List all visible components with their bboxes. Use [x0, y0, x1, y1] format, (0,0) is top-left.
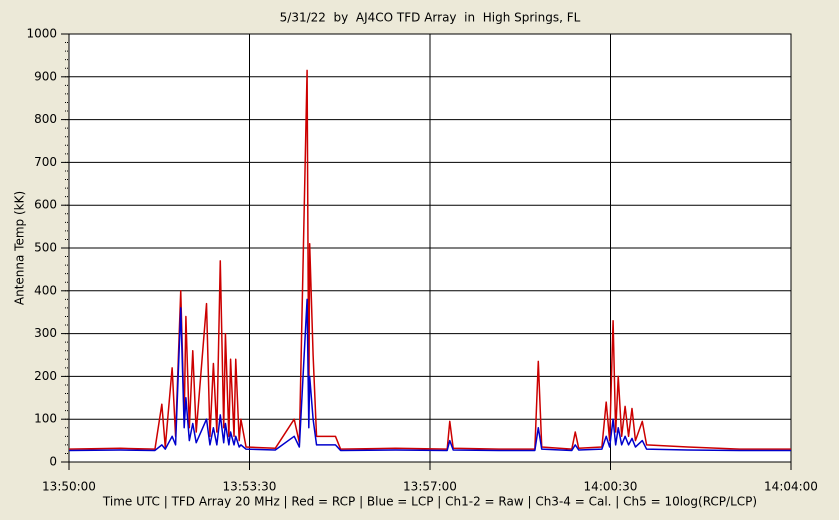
y-tick-label: 200 [34, 369, 57, 383]
y-tick-label: 900 [34, 69, 57, 83]
chart-title: 5/31/22 by AJ4CO TFD Array in High Sprin… [280, 11, 581, 25]
y-tick-label: 300 [34, 326, 57, 340]
y-tick-label: 500 [34, 241, 57, 255]
y-tick-label: 800 [34, 112, 57, 126]
x-tick-label: 14:04:00 [764, 480, 818, 494]
y-tick-label: 700 [34, 155, 57, 169]
series-line [68, 298, 791, 452]
y-tick-label: 0 [49, 455, 57, 469]
x-tick-label: 13:50:00 [42, 480, 96, 494]
y-tick-label: 1000 [26, 27, 57, 41]
x-tick-label: 13:53:30 [223, 480, 277, 494]
x-axis-label: Time UTC | TFD Array 20 MHz | Red = RCP … [102, 495, 757, 509]
y-tick-label: 400 [34, 283, 57, 297]
y-tick-label: 100 [34, 412, 57, 426]
x-tick-label: 14:00:30 [584, 480, 638, 494]
x-tick-label: 13:57:00 [403, 480, 457, 494]
y-tick-label: 600 [34, 198, 57, 212]
series-line [68, 69, 791, 450]
y-axis-label: Antenna Temp (kK) [13, 191, 27, 305]
